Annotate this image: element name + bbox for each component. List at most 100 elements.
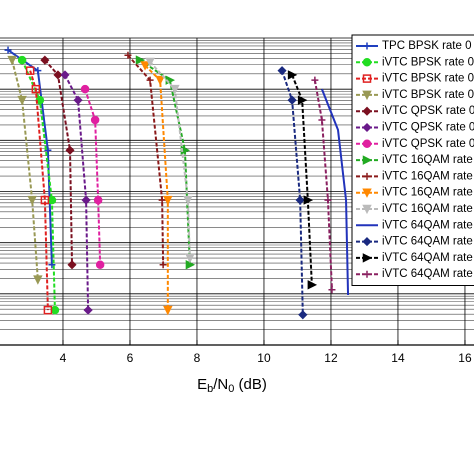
marker (140, 61, 150, 71)
x-label-part: (dB) (234, 376, 267, 393)
legend-label: iVTC 64QAM rate (382, 252, 473, 264)
marker (40, 55, 50, 65)
marker (34, 67, 42, 75)
marker (31, 84, 41, 94)
legend-box (351, 34, 474, 286)
x-tick-label: 12 (324, 351, 338, 365)
series-line (44, 59, 74, 265)
series-line (313, 79, 333, 290)
marker (183, 195, 193, 206)
x-label-part: 0 (228, 383, 234, 395)
marker (17, 95, 27, 106)
series-line (281, 70, 304, 315)
marker (298, 310, 308, 320)
marker (60, 70, 70, 80)
x-label-part: /N (213, 376, 228, 393)
marker (145, 57, 155, 68)
legend-label: iVTC 16QAM rate 0 (382, 170, 474, 182)
marker (159, 261, 167, 269)
legend-marker (362, 188, 372, 198)
series-line (144, 64, 169, 311)
legend-label: iVTC QPSK rate 00 (382, 122, 474, 134)
marker (95, 260, 105, 270)
marker (163, 195, 173, 206)
x-label-part: E (197, 376, 207, 393)
marker (93, 195, 103, 205)
marker (50, 305, 60, 315)
series-line (139, 59, 191, 265)
legend-label: iVTC QPSK rate 00 (382, 138, 474, 150)
marker (44, 146, 52, 154)
marker (295, 195, 305, 205)
x-tick-label: 4 (60, 351, 67, 365)
marker (303, 195, 314, 205)
marker (155, 75, 165, 86)
series-line (149, 61, 191, 259)
legend-marker (362, 58, 372, 67)
legend-label: iVTC 16QAM rate 0 (382, 187, 474, 199)
series-line (291, 74, 313, 285)
marker (65, 145, 75, 155)
marker (81, 195, 91, 205)
x-tick-label: 16 (458, 351, 472, 365)
marker (311, 76, 319, 84)
marker (185, 253, 195, 264)
marker (318, 116, 326, 124)
legend-label: iVTC BPSK rate 0 (382, 73, 474, 85)
legend-label: iVTC 16QAM rate 0 (382, 203, 474, 215)
marker (324, 196, 332, 204)
marker (27, 195, 37, 206)
x-label-part: b (207, 383, 213, 395)
marker (297, 95, 308, 105)
legend-label: iVTC 64QAM rate (382, 236, 473, 248)
legend-marker (362, 90, 372, 101)
marker (307, 280, 318, 290)
x-tick-label: 8 (194, 351, 201, 365)
x-axis-label: Eb/N0 (dB) (197, 376, 267, 395)
legend-label: iVTC 64QAM rate (382, 268, 473, 280)
legend-marker (362, 139, 372, 149)
marker (83, 305, 93, 315)
marker (287, 95, 297, 105)
marker (4, 46, 12, 54)
marker (53, 70, 63, 80)
legend-label: iVTC 16QAM rate 0 (382, 154, 474, 166)
legend-marker (362, 237, 372, 247)
legend: TPC BPSK rate 0 iVTC BPSK rate 0 iVTC BPSK… (351, 34, 474, 286)
x-tick-label: 14 (391, 351, 405, 365)
legend-marker (362, 122, 372, 133)
legend-marker (363, 42, 371, 50)
legend-marker (363, 172, 371, 180)
marker (277, 66, 287, 76)
marker (40, 195, 50, 205)
legend-label: iVTC BPSK rate 0 (382, 89, 474, 101)
x-tick-label: 10 (257, 351, 271, 365)
marker (170, 84, 180, 95)
series-line (127, 54, 165, 265)
marker (33, 275, 43, 285)
marker (163, 305, 173, 316)
marker (328, 286, 336, 294)
series-line (29, 70, 49, 311)
marker (48, 261, 56, 269)
legend-label: iVTC QPSK rate 0 (382, 105, 474, 117)
marker (135, 55, 146, 65)
marker (7, 55, 17, 66)
marker (67, 260, 77, 270)
legend-marker (363, 270, 371, 278)
marker (17, 55, 27, 65)
marker (73, 95, 83, 105)
marker (47, 195, 57, 205)
legend-marker (362, 204, 372, 215)
marker (124, 51, 132, 59)
series-line (64, 74, 90, 311)
series-line (320, 88, 350, 295)
series-line (21, 59, 56, 311)
legend-marker (362, 155, 373, 165)
marker (90, 115, 100, 125)
legend-label: iVTC BPSK rate 0 (382, 56, 474, 68)
marker (158, 196, 166, 204)
legend-marker (362, 253, 373, 263)
